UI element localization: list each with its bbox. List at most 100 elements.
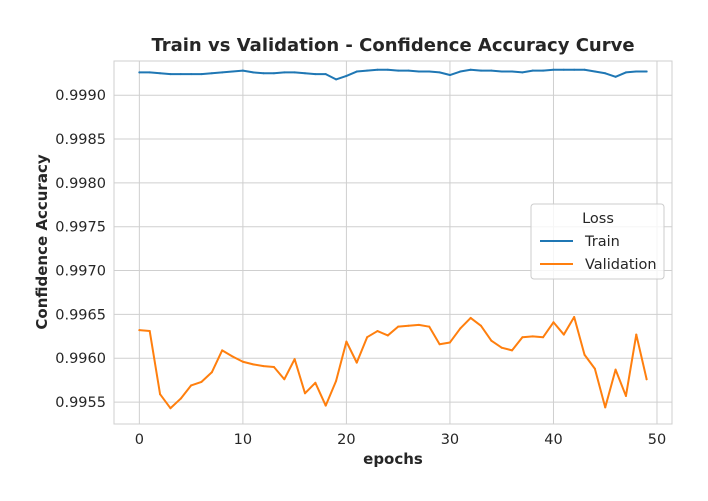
y-tick-labels: 0.9955 0.9960 0.9965 0.9970 0.9975 0.9980 0.99…	[55, 88, 106, 411]
series-line-validation	[138, 316, 648, 410]
data-point-train	[262, 72, 265, 75]
data-point-train	[355, 70, 358, 73]
data-point-train	[604, 72, 607, 75]
data-point-validation	[479, 324, 482, 327]
plot-frame	[113, 60, 673, 425]
data-point-validation	[500, 346, 503, 349]
data-point-train	[490, 69, 493, 72]
data-point-train	[221, 71, 224, 74]
legend-label-train: Train	[584, 234, 620, 250]
data-point-train	[583, 68, 586, 71]
y-tick-label: 0.9980	[55, 176, 106, 192]
data-point-validation	[386, 334, 389, 337]
data-point-validation	[241, 360, 244, 363]
data-point-validation	[511, 349, 514, 352]
data-point-train	[190, 73, 193, 76]
series-line-train	[138, 68, 648, 81]
data-point-validation	[583, 353, 586, 356]
data-point-validation	[542, 336, 545, 339]
data-point-train	[252, 71, 255, 74]
data-point-train	[448, 74, 451, 77]
data-point-train	[562, 68, 565, 71]
data-point-validation	[573, 316, 576, 319]
data-point-train	[624, 71, 627, 74]
x-tick-labels: 0 10 20 30 40 50	[135, 432, 666, 448]
data-point-validation	[552, 321, 555, 324]
data-point-validation	[531, 335, 534, 338]
data-point-validation	[417, 323, 420, 326]
legend: Loss Train Validation	[530, 203, 665, 280]
data-point-validation	[262, 365, 265, 368]
data-point-validation	[469, 316, 472, 319]
data-point-validation	[345, 340, 348, 343]
data-point-validation	[200, 380, 203, 383]
data-point-train	[635, 70, 638, 73]
data-point-validation	[252, 363, 255, 366]
data-point-train	[324, 73, 327, 76]
data-point-validation	[272, 366, 275, 369]
y-axis-label: Confidence Accuracy	[33, 154, 51, 329]
y-tick-label: 0.9960	[55, 351, 106, 367]
data-point-validation	[335, 380, 338, 383]
data-point-validation	[324, 404, 327, 407]
data-point-validation	[376, 330, 379, 333]
data-point-train	[531, 69, 534, 72]
y-tick-label: 0.9985	[55, 132, 106, 148]
data-point-train	[335, 78, 338, 81]
data-point-validation	[231, 355, 234, 358]
data-point-train	[552, 68, 555, 71]
data-point-validation	[159, 393, 162, 396]
legend-label-validation: Validation	[585, 257, 657, 273]
data-point-train	[438, 71, 441, 74]
y-tick-label: 0.9955	[55, 395, 106, 411]
data-point-train	[511, 70, 514, 73]
chart-title: Train vs Validation - Confidence Accurac…	[151, 35, 634, 56]
data-point-train	[614, 75, 617, 78]
x-tick-label: 30	[441, 432, 459, 448]
data-point-validation	[635, 333, 638, 336]
data-point-validation	[355, 361, 358, 364]
data-point-train	[469, 68, 472, 71]
data-point-train	[231, 70, 234, 73]
data-point-train	[417, 70, 420, 73]
data-point-train	[148, 71, 151, 74]
data-point-validation	[190, 384, 193, 387]
data-point-validation	[614, 368, 617, 371]
x-tick-label: 50	[648, 432, 666, 448]
data-point-train	[407, 69, 410, 72]
data-point-validation	[438, 343, 441, 346]
data-point-validation	[283, 378, 286, 381]
data-point-train	[428, 70, 431, 73]
data-point-validation	[459, 327, 462, 330]
data-point-train	[283, 71, 286, 74]
data-point-train	[159, 72, 162, 75]
data-point-validation	[428, 325, 431, 328]
data-point-train	[386, 68, 389, 71]
data-point-train	[366, 69, 369, 72]
data-point-validation	[645, 378, 648, 381]
data-point-validation	[604, 406, 607, 409]
data-point-validation	[314, 381, 317, 384]
data-point-train	[293, 71, 296, 74]
data-point-validation	[490, 339, 493, 342]
data-point-train	[459, 70, 462, 73]
data-point-validation	[138, 329, 141, 332]
legend-box	[530, 203, 665, 280]
x-axis-label: epochs	[363, 450, 423, 468]
x-tick-label: 0	[135, 432, 144, 448]
y-tick-label: 0.9990	[55, 88, 106, 104]
x-tick-label: 20	[337, 432, 355, 448]
data-point-validation	[293, 358, 296, 361]
data-point-validation	[521, 336, 524, 339]
data-point-train	[304, 72, 307, 75]
data-point-train	[169, 73, 172, 76]
data-point-train	[241, 69, 244, 72]
data-point-train	[210, 72, 213, 75]
data-point-train	[345, 74, 348, 77]
data-point-train	[272, 72, 275, 75]
data-point-train	[542, 69, 545, 72]
data-point-validation	[407, 324, 410, 327]
data-point-train	[397, 69, 400, 72]
y-tick-label: 0.9970	[55, 264, 106, 280]
